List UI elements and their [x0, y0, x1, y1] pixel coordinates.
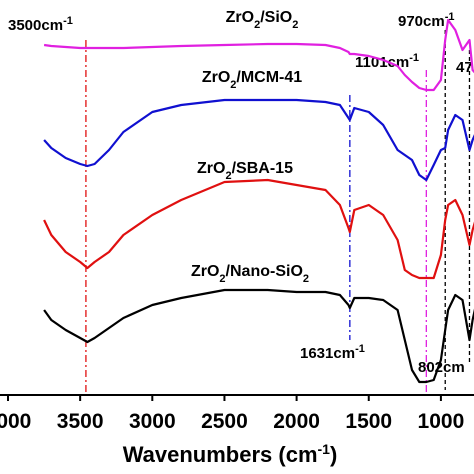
x-tick-label: 1500 [345, 410, 392, 433]
series-label-part: 2 [292, 19, 298, 31]
series-label: ZrO2/MCM-41 [202, 69, 302, 91]
spectrum-line [43, 18, 474, 92]
annotation: 1631cm-1 [300, 343, 365, 362]
x-tick-label: 4000 [0, 410, 31, 433]
spectrum-line [43, 288, 474, 384]
series-label-part: ZrO [202, 69, 230, 86]
x-tick-label: 3500 [57, 410, 104, 433]
series-label-part: ZrO [197, 160, 225, 177]
spectrum-line [43, 98, 474, 182]
annotation-sup: -1 [445, 11, 455, 23]
series-label-part: /Nano-SiO [226, 263, 303, 280]
annotation-text: 802cm [418, 359, 465, 376]
x-axis-title-end: ) [330, 442, 337, 467]
series-label-part: ZrO [191, 263, 219, 280]
series-label-part: 2 [219, 273, 225, 285]
annotation-sup: -1 [63, 15, 73, 27]
series-label-part: 1 [275, 160, 284, 177]
series-label-part: 2 [303, 273, 309, 285]
annotation-text: 1631cm [300, 345, 355, 362]
series-label-part: 2 [225, 170, 231, 182]
series-label: ZrO2/Nano-SiO2 [191, 263, 309, 285]
annotation: 47 [456, 59, 473, 76]
x-tick-label: 2000 [273, 410, 320, 433]
annotation-text: 1101cm [355, 54, 409, 71]
series-label-part: /SiO [260, 9, 292, 26]
series-label: ZrO2/SiO2 [226, 9, 299, 31]
spectrum-line [43, 178, 474, 280]
annotation-sup: -1 [355, 343, 365, 355]
annotation: 970cm-1 [398, 11, 455, 30]
series-label-part: 1 [293, 69, 302, 86]
series-label-part: 4 [284, 69, 293, 86]
x-axis-title-sup: -1 [318, 441, 331, 457]
series-label-part: /MCM- [236, 69, 284, 86]
x-tick-label: 3000 [129, 410, 176, 433]
series-label-part: /SBA- [232, 160, 276, 177]
annotation-text: 970cm [398, 13, 445, 30]
series-label-part: 2 [230, 79, 236, 91]
annotation: 802cm [418, 359, 465, 376]
annotation-sup: -1 [409, 52, 419, 64]
annotation: 1101cm-1 [355, 52, 419, 71]
x-tick-label: 1000 [418, 410, 465, 433]
annotation-text: 3500cm [8, 17, 63, 34]
series-label-part: 5 [284, 160, 293, 177]
series-label-part: ZrO [226, 9, 254, 26]
series-label: ZrO2/SBA-15 [197, 160, 293, 182]
series-label-part: 2 [254, 19, 260, 31]
x-axis-title: Wavenumbers (cm-1) [123, 441, 338, 467]
annotation: 3500cm-1 [8, 15, 73, 34]
x-axis-title-main: Wavenumbers (cm [123, 442, 318, 467]
x-tick-label: 2500 [201, 410, 248, 433]
